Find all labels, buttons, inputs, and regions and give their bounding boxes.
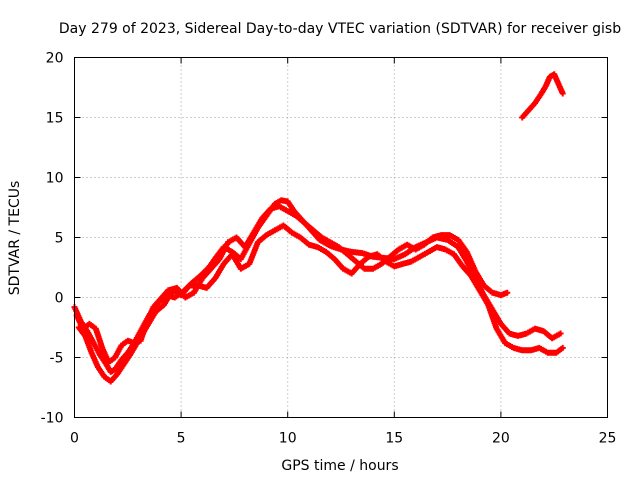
x-tick-label: 15: [385, 431, 403, 447]
data-point: [504, 289, 511, 296]
y-tick-label: -10: [41, 411, 64, 427]
axes: 0 5 10 15 20 25 -10 -5 0 5 10 15 20: [41, 51, 617, 447]
y-tick-label: 0: [55, 291, 64, 307]
series-track-c: [73, 203, 511, 366]
y-tick-label: 15: [46, 111, 64, 127]
plot-area: [71, 71, 566, 385]
data-point: [559, 90, 566, 97]
x-tick-label: 20: [492, 431, 510, 447]
data-point: [559, 344, 566, 351]
x-tick-label: 10: [279, 431, 297, 447]
y-tick-label: -5: [50, 351, 64, 367]
grid: [74, 57, 608, 418]
x-tick-label: 5: [177, 431, 186, 447]
x-axis-label: GPS time / hours: [281, 458, 398, 474]
data-point: [557, 330, 564, 337]
x-tick-label: 0: [70, 431, 79, 447]
chart-title: Day 279 of 2023, Sidereal Day-to-day VTE…: [59, 21, 621, 37]
y-axis-label: SDTVAR / TECUs: [7, 181, 23, 296]
x-tick-label: 25: [599, 431, 617, 447]
plot-frame: [74, 57, 608, 418]
series-track-b: [75, 222, 566, 385]
y-tick-label: 10: [46, 171, 64, 187]
y-tick-label: 20: [46, 51, 64, 67]
y-tick-label: 5: [55, 231, 64, 247]
series-track-d: [519, 71, 566, 121]
